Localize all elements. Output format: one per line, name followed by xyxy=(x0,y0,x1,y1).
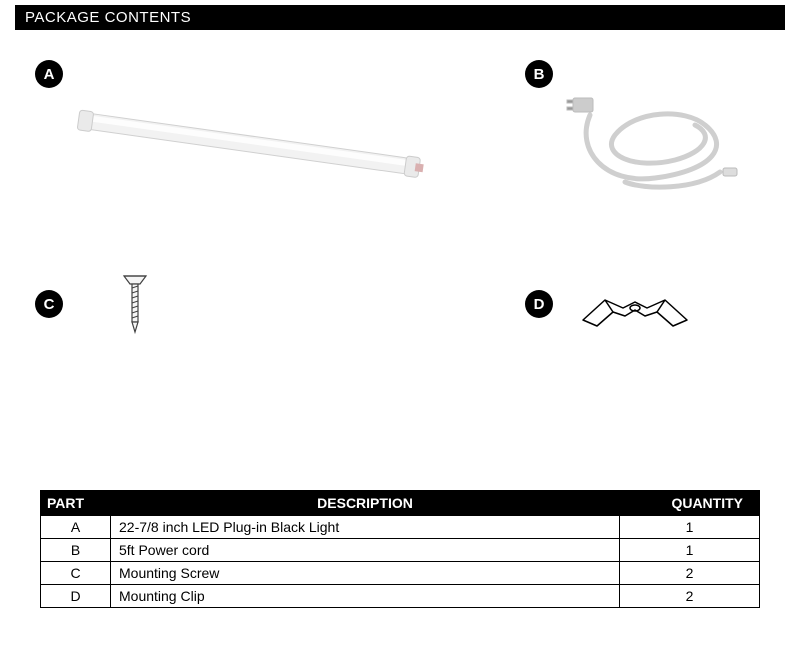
cell-description: Mounting Clip xyxy=(111,585,620,608)
cell-quantity: 2 xyxy=(620,562,760,585)
col-header-part: PART xyxy=(41,491,111,516)
mounting-screw-icon xyxy=(120,270,150,345)
cell-part: D xyxy=(41,585,111,608)
table-row: D Mounting Clip 2 xyxy=(41,585,760,608)
cell-part: B xyxy=(41,539,111,562)
cell-quantity: 1 xyxy=(620,539,760,562)
mounting-clip-icon xyxy=(575,278,695,343)
cell-quantity: 2 xyxy=(620,585,760,608)
badge-c-label: C xyxy=(44,296,55,313)
table-row: B 5ft Power cord 1 xyxy=(41,539,760,562)
table-row: C Mounting Screw 2 xyxy=(41,562,760,585)
cell-part: A xyxy=(41,516,111,539)
badge-b: B xyxy=(525,60,553,88)
badge-b-label: B xyxy=(534,66,545,83)
contents-area: A B C D xyxy=(15,60,785,420)
section-header: PACKAGE CONTENTS xyxy=(15,5,785,30)
table-header-row: PART DESCRIPTION QUANTITY xyxy=(41,491,760,516)
badge-a-label: A xyxy=(44,66,55,83)
col-header-quantity: QUANTITY xyxy=(620,491,760,516)
section-title: PACKAGE CONTENTS xyxy=(25,9,191,26)
parts-table: PART DESCRIPTION QUANTITY A 22-7/8 inch … xyxy=(40,490,760,608)
badge-a: A xyxy=(35,60,63,88)
cell-description: 22-7/8 inch LED Plug-in Black Light xyxy=(111,516,620,539)
badge-c: C xyxy=(35,290,63,318)
page: PACKAGE CONTENTS A B C D xyxy=(0,0,800,638)
led-light-icon xyxy=(70,90,430,215)
badge-d: D xyxy=(525,290,553,318)
cell-quantity: 1 xyxy=(620,516,760,539)
cell-part: C xyxy=(41,562,111,585)
table-row: A 22-7/8 inch LED Plug-in Black Light 1 xyxy=(41,516,760,539)
badge-d-label: D xyxy=(534,296,545,313)
cell-description: 5ft Power cord xyxy=(111,539,620,562)
col-header-description: DESCRIPTION xyxy=(111,491,620,516)
power-cord-icon xyxy=(565,90,745,205)
cell-description: Mounting Screw xyxy=(111,562,620,585)
